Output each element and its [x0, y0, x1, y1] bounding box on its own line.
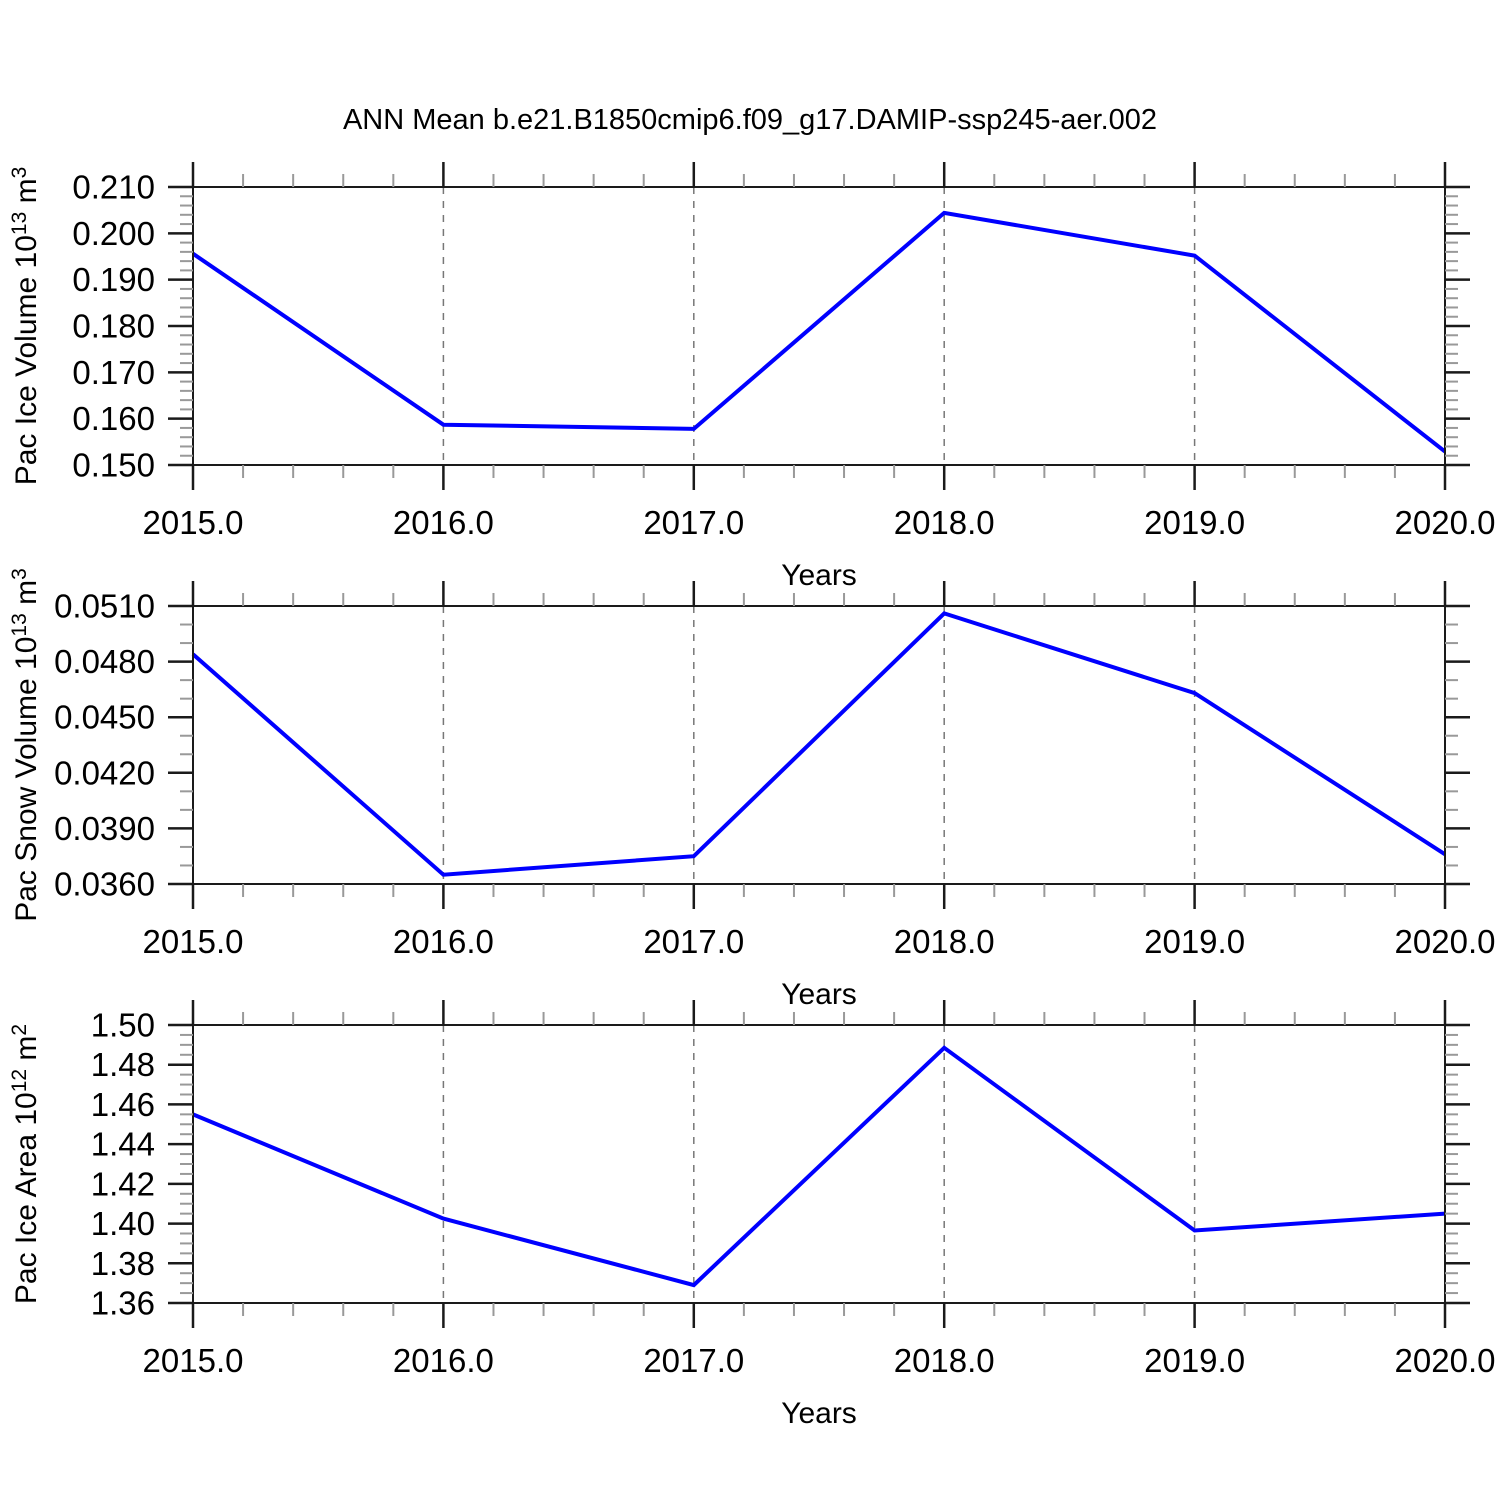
- x-tick-label: 2016.0: [393, 504, 494, 541]
- data-line: [191, 210, 1447, 454]
- data-line: [191, 611, 1447, 877]
- x-tick-label: 2017.0: [643, 504, 744, 541]
- y-tick-label: 0.170: [72, 354, 155, 391]
- y-tick-label: 1.50: [91, 1007, 155, 1044]
- y-axis-title: Pac Snow Volume 1013 m3: [8, 568, 43, 922]
- panel-3: 1.361.381.401.421.441.461.481.50 2015.0 20…: [8, 1000, 1495, 1430]
- y-tick-label: 0.210: [72, 169, 155, 206]
- x-axis-title: Years: [781, 978, 857, 1011]
- y-tick-label: 0.0420: [54, 754, 155, 791]
- y-tick-label: 0.0450: [54, 699, 155, 736]
- x-tick-label: 2019.0: [1144, 1342, 1245, 1379]
- x-tick-label: 2019.0: [1144, 923, 1245, 960]
- x-tick-label: 2020.0: [1395, 1342, 1496, 1379]
- plot-box: [192, 605, 1446, 885]
- y-tick-label: 1.48: [91, 1046, 155, 1083]
- x-tick-label: 2019.0: [1144, 504, 1245, 541]
- y-tick-label: 0.200: [72, 215, 155, 252]
- y-tick-label: 1.44: [91, 1126, 155, 1163]
- y-tick-label: 0.0480: [54, 643, 155, 680]
- y-tick-label: 1.46: [91, 1086, 155, 1123]
- y-axis-title: Pac Ice Area 1012 m2: [8, 1024, 43, 1304]
- y-tick-label: 0.0390: [54, 810, 155, 847]
- chart-title: ANN Mean b.e21.B1850cmip6.f09_g17.DAMIP-…: [343, 104, 1157, 136]
- panel-1: 0.150 0.160 0.170 0.180 0.190 0.200 0.210 2015.…: [8, 162, 1495, 592]
- y-tick-label: 1.38: [91, 1245, 155, 1282]
- x-tick-label: 2020.0: [1395, 923, 1496, 960]
- x-axis-title: Years: [781, 1397, 857, 1430]
- x-tick-label: 2017.0: [643, 923, 744, 960]
- x-tick-label: 2015.0: [143, 504, 244, 541]
- y-tick-label: 0.160: [72, 400, 155, 437]
- x-tick-label: 2015.0: [143, 1342, 244, 1379]
- x-tick-label: 2020.0: [1395, 504, 1496, 541]
- panel-2: 0.0360 0.0390 0.0420 0.0450 0.0480 0.0510 2015…: [8, 568, 1495, 1011]
- x-tick-label: 2018.0: [894, 1342, 995, 1379]
- x-tick-label: 2018.0: [894, 923, 995, 960]
- x-tick-label: 2016.0: [393, 1342, 494, 1379]
- x-tick-label: 2017.0: [643, 1342, 744, 1379]
- panels-group: 0.150 0.160 0.170 0.180 0.190 0.200 0.210 2015.…: [8, 162, 1495, 1430]
- plot-box: [192, 186, 1446, 466]
- y-tick-label: 0.0360: [54, 866, 155, 903]
- data-line: [192, 1045, 1446, 1288]
- x-axis-title: Years: [781, 559, 857, 592]
- x-tick-label: 2016.0: [393, 923, 494, 960]
- x-tick-label: 2015.0: [143, 923, 244, 960]
- y-tick-label: 0.180: [72, 308, 155, 345]
- y-tick-label: 0.0510: [54, 588, 155, 625]
- y-tick-label: 0.190: [72, 261, 155, 298]
- x-tick-label: 2018.0: [894, 504, 995, 541]
- y-axis-title: Pac Ice Volume 1013 m3: [8, 167, 43, 486]
- y-tick-label: 1.42: [91, 1165, 155, 1202]
- y-tick-label: 1.36: [91, 1285, 155, 1322]
- y-tick-label: 0.150: [72, 447, 155, 484]
- y-tick-label: 1.40: [91, 1205, 155, 1242]
